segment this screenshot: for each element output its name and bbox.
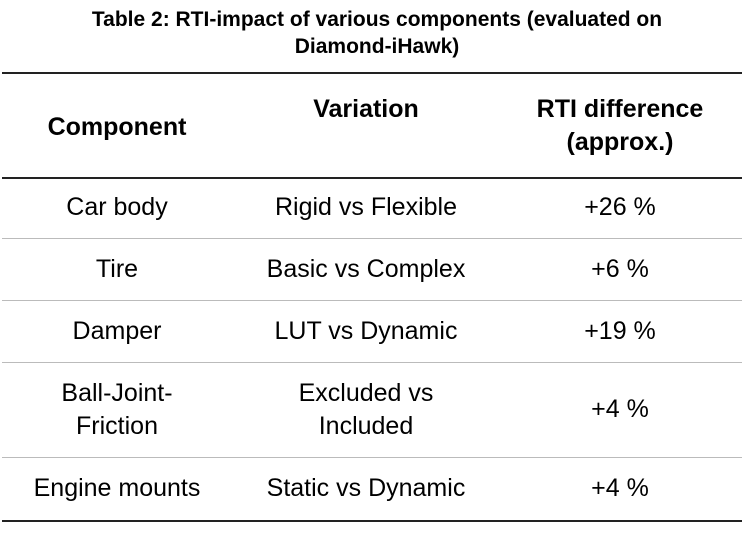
table-cell: Tire: [95, 254, 139, 283]
rule: [2, 72, 742, 74]
rule: [2, 300, 742, 301]
rule: [2, 177, 742, 179]
table-cell: +6 %: [591, 254, 649, 283]
table-cell: Damper: [72, 316, 162, 345]
table-cell: Basic vs Complex: [266, 254, 466, 283]
table-cell: Excluded vs Included: [298, 378, 434, 440]
table-cell: Engine mounts: [33, 474, 201, 502]
rule: [2, 457, 742, 458]
table-cell: Static vs Dynamic: [266, 474, 466, 502]
table-cell: +4 %: [591, 474, 649, 502]
table-cell: LUT vs Dynamic: [274, 316, 458, 345]
table-cell: Car body: [66, 193, 168, 221]
table-cell: +19 %: [584, 316, 656, 345]
table-cell: +26 %: [584, 193, 656, 221]
header-cell: Variation: [313, 94, 419, 123]
rule: [2, 520, 742, 522]
rule: [2, 238, 742, 239]
table-cell: +4 %: [591, 395, 649, 423]
table-title: Table 2: RTI-impact of various component…: [91, 8, 663, 58]
rule: [2, 362, 742, 363]
table-cell: Ball-Joint- Friction: [61, 378, 173, 440]
table-cell: Rigid vs Flexible: [274, 193, 457, 221]
header-cell: Component: [47, 112, 187, 141]
header-cell: RTI difference (approx.): [536, 95, 704, 156]
